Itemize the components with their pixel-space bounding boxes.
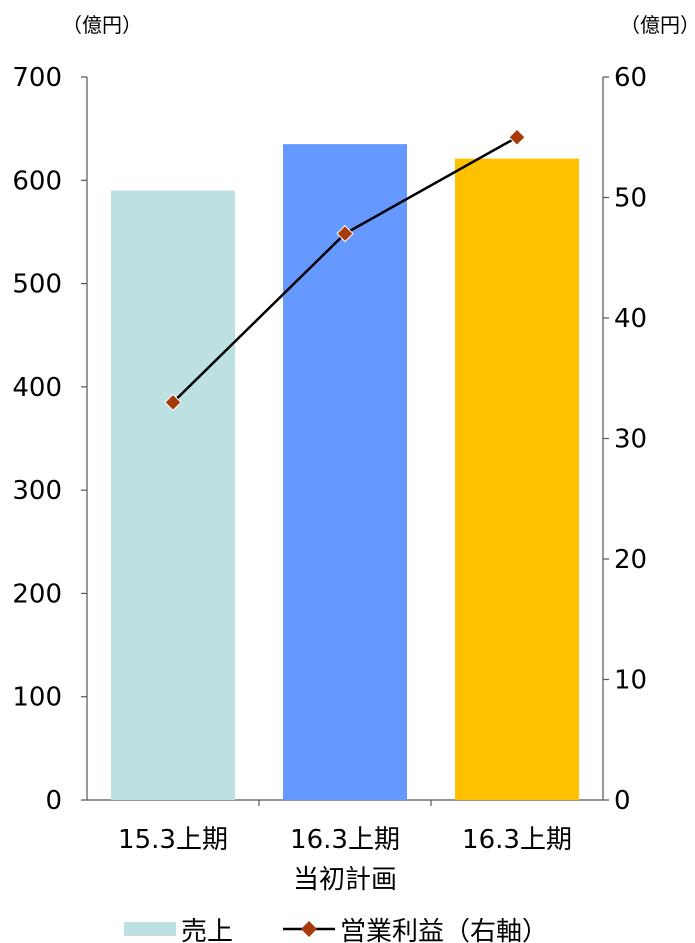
category-label: 16.3上期 — [290, 825, 400, 855]
right-tick-label: 20 — [614, 545, 647, 575]
bars — [111, 144, 579, 801]
right-tick-label: 30 — [614, 425, 647, 455]
left-tick-label: 600 — [12, 166, 62, 196]
category-label: 16.3上期 — [462, 825, 572, 855]
bar-0 — [111, 190, 235, 801]
left-tick-label: 100 — [12, 683, 62, 713]
profit-marker-1 — [336, 224, 354, 243]
bar-2 — [455, 158, 579, 801]
left-tick-label: 500 — [12, 270, 62, 300]
profit-marker-0 — [164, 393, 182, 412]
left-tick-label: 200 — [12, 579, 62, 609]
legend-marker-profit — [301, 921, 317, 937]
bar-1 — [283, 144, 407, 800]
left-tick-label: 300 — [12, 476, 62, 506]
right-tick-label: 60 — [614, 63, 647, 93]
left-tick-label: 400 — [12, 373, 62, 403]
legend-label-profit: 営業利益（右軸） — [340, 917, 548, 943]
profit-marker-2 — [508, 128, 526, 146]
left-tick-label: 0 — [45, 786, 62, 816]
legend: 売上 営業利益（右軸） — [124, 917, 548, 943]
profit-line — [164, 128, 526, 412]
tick-labels: 0 100 200 300 400 500 600 700 0 10 20 30 40 50 60 — [12, 63, 647, 816]
right-tick-label: 10 — [614, 666, 647, 696]
right-tick-label: 40 — [614, 304, 647, 334]
left-tick-label: 700 — [12, 63, 62, 93]
legend-swatch-sales — [124, 922, 176, 936]
right-axis-unit: （億円） — [620, 13, 695, 37]
right-tick-label: 50 — [614, 184, 647, 214]
category-label: 当初計画 — [293, 865, 397, 895]
right-tick-label: 0 — [614, 786, 631, 816]
category-label: 15.3上期 — [118, 825, 228, 855]
legend-label-sales: 売上 — [181, 917, 233, 943]
left-axis-unit: （億円） — [62, 13, 142, 37]
